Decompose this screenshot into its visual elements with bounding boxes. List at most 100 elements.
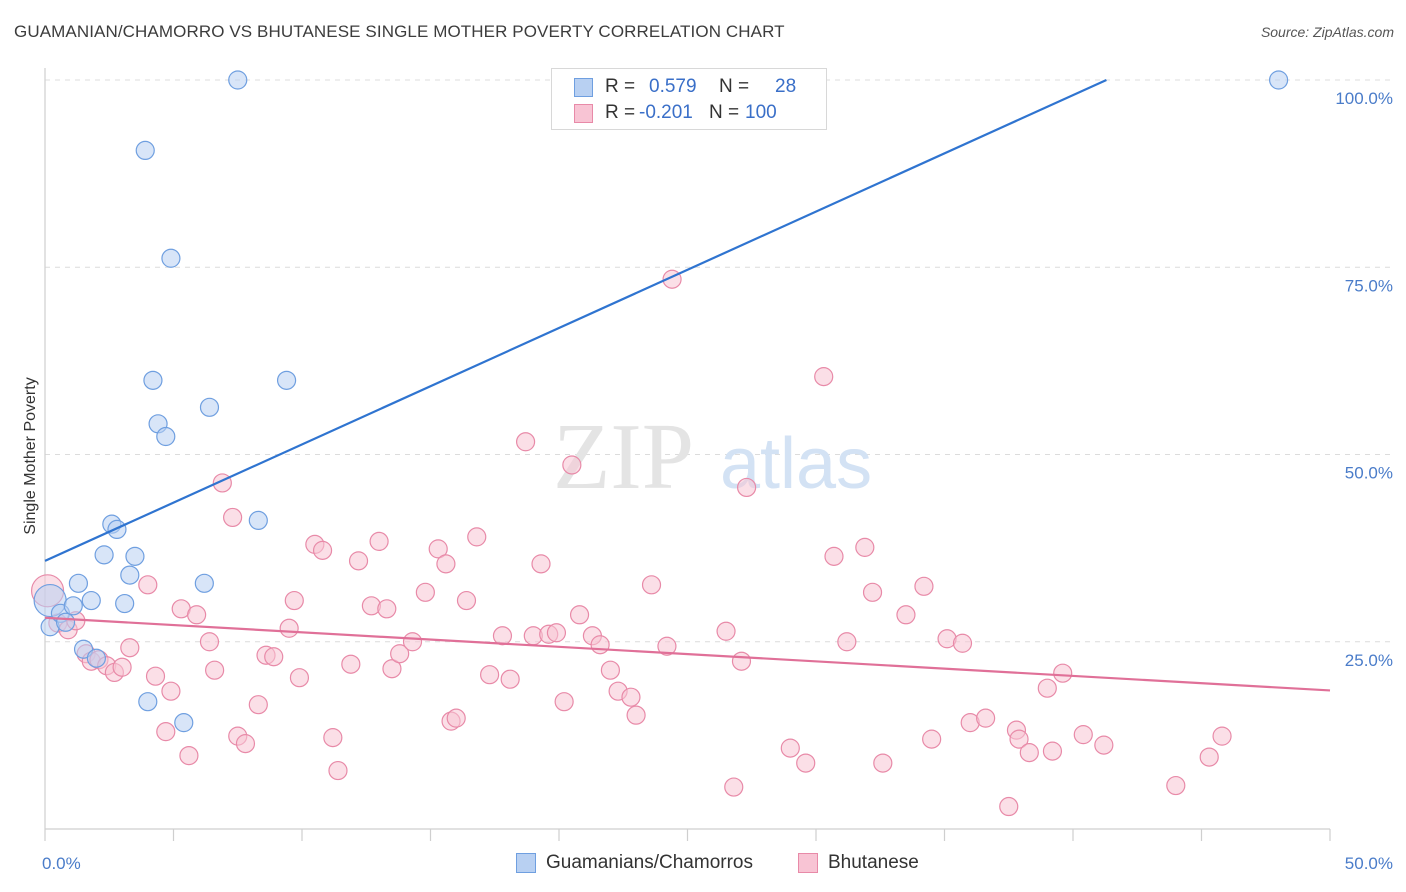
correlation-legend: R = 0.579 N = 28 R = -0.201 N = 100: [551, 68, 827, 130]
watermark: ZIP atlas: [553, 405, 872, 509]
guamanian-point: [68, 573, 89, 593]
guamanian-trend-line: [44, 78, 1107, 562]
guamanian-point: [143, 370, 163, 390]
bhutanese-point: [323, 728, 343, 748]
bhutanese-point: [531, 554, 551, 574]
bhutanese-point: [156, 722, 176, 742]
bhutanese-point: [199, 632, 220, 652]
bhutanese-point: [796, 753, 816, 773]
legend-r-label: R =: [605, 102, 636, 123]
guamanian-point: [63, 596, 83, 616]
x-tick-label: 50.0%: [1345, 854, 1393, 873]
bhutanese-point: [716, 621, 736, 641]
series-legend: Guamanians/Chamorros Bhutanese: [0, 852, 1406, 878]
legend-label-bhutanese: Bhutanese: [828, 852, 919, 873]
bhutanese-point: [382, 659, 402, 679]
bhutanese-point: [446, 708, 466, 728]
y-tick-label: 100.0%: [1335, 89, 1393, 108]
guamanian-point: [194, 573, 214, 593]
guamanian-point: [156, 426, 176, 447]
bhutanese-point: [279, 618, 299, 638]
guamanian-point: [138, 692, 158, 712]
bhutanese-point: [814, 367, 834, 387]
legend-n-label: N =: [719, 76, 750, 97]
legend-swatch-pink: [798, 853, 818, 873]
bhutanese-point: [492, 626, 513, 646]
bhutanese-point: [657, 636, 677, 656]
y-tick-label: 75.0%: [1345, 276, 1393, 295]
bhutanese-point: [724, 777, 744, 797]
legend-swatch-pink: [574, 103, 593, 123]
bhutanese-point: [855, 537, 875, 557]
legend-item-guamanian: Guamanians/Chamorros: [516, 852, 753, 874]
guamanian-point: [1268, 70, 1289, 90]
bhutanese-point: [1009, 729, 1029, 749]
bhutanese-point: [456, 590, 477, 611]
legend-label-guamanian: Guamanians/Chamorros: [546, 852, 753, 873]
guamanian-point: [94, 545, 114, 565]
x-tick-label: 0.0%: [42, 854, 81, 873]
guamanian-point: [125, 546, 145, 566]
bhutanese-point: [621, 687, 641, 707]
legend-r-value: 0.579: [649, 76, 697, 97]
guamanian-point: [55, 612, 76, 632]
legend-swatch-blue: [516, 853, 536, 873]
bhutanese-point: [428, 539, 448, 559]
bhutanese-point: [248, 695, 268, 715]
bhutanese-point: [138, 575, 158, 595]
bhutanese-point: [467, 527, 487, 547]
bhutanese-point: [515, 432, 536, 452]
guamanian-points: [33, 70, 1289, 733]
bhutanese-point: [1094, 735, 1114, 755]
bhutanese-point: [1019, 743, 1039, 763]
legend-swatch-blue: [574, 77, 593, 97]
bhutanese-point: [264, 647, 284, 667]
legend-n-value: 100: [745, 102, 777, 123]
bhutanese-point: [1053, 663, 1073, 683]
bhutanese-trend-line: [44, 616, 1331, 692]
y-ticks: 25.0% 50.0% 75.0% 100.0%: [1335, 89, 1393, 670]
guamanian-point: [135, 140, 155, 161]
guamanian-point: [115, 593, 135, 614]
bhutanese-point: [731, 651, 752, 671]
bhutanese-point: [626, 705, 646, 725]
bhutanese-point: [914, 576, 934, 596]
legend-r-value: -0.201: [639, 102, 693, 123]
bhutanese-point: [341, 654, 361, 674]
guamanian-point: [228, 70, 248, 90]
y-axis-label: Single Mother Poverty: [22, 377, 39, 534]
bhutanese-point: [600, 660, 621, 680]
bhutanese-point: [179, 745, 199, 766]
bhutanese-point: [289, 668, 310, 688]
bhutanese-point: [235, 734, 256, 754]
guamanian-point: [199, 397, 220, 417]
bhutanese-point: [223, 507, 243, 528]
bhutanese-point: [436, 554, 456, 574]
bhutanese-point: [145, 666, 166, 686]
bhutanese-point: [187, 605, 207, 625]
bhutanese-point: [284, 590, 304, 611]
bhutanese-point: [999, 796, 1019, 817]
bhutanese-point: [1073, 725, 1093, 745]
guamanian-point: [248, 510, 268, 531]
bhutanese-point: [546, 623, 567, 643]
guamanian-point: [81, 590, 101, 611]
legend-r-label: R =: [605, 76, 636, 97]
bhutanese-point: [1199, 747, 1219, 767]
legend-n-value: 28: [775, 76, 797, 97]
bhutanese-point: [824, 546, 844, 566]
bhutanese-points: [30, 269, 1232, 817]
bhutanese-point: [737, 477, 757, 498]
x-ticks: 0.0% 50.0%: [42, 829, 1393, 873]
bhutanese-point: [896, 605, 916, 625]
source-label: Source: ZipAtlas.com: [1260, 24, 1394, 40]
bhutanese-point: [112, 657, 132, 677]
bhutanese-point: [377, 599, 397, 619]
gridlines: [45, 79, 1390, 643]
bhutanese-point: [641, 575, 662, 595]
bhutanese-point: [562, 455, 582, 475]
guamanian-point: [161, 248, 181, 268]
legend-n-label: N =: [709, 102, 740, 123]
guamanian-point: [120, 565, 140, 585]
bhutanese-point: [480, 665, 500, 685]
